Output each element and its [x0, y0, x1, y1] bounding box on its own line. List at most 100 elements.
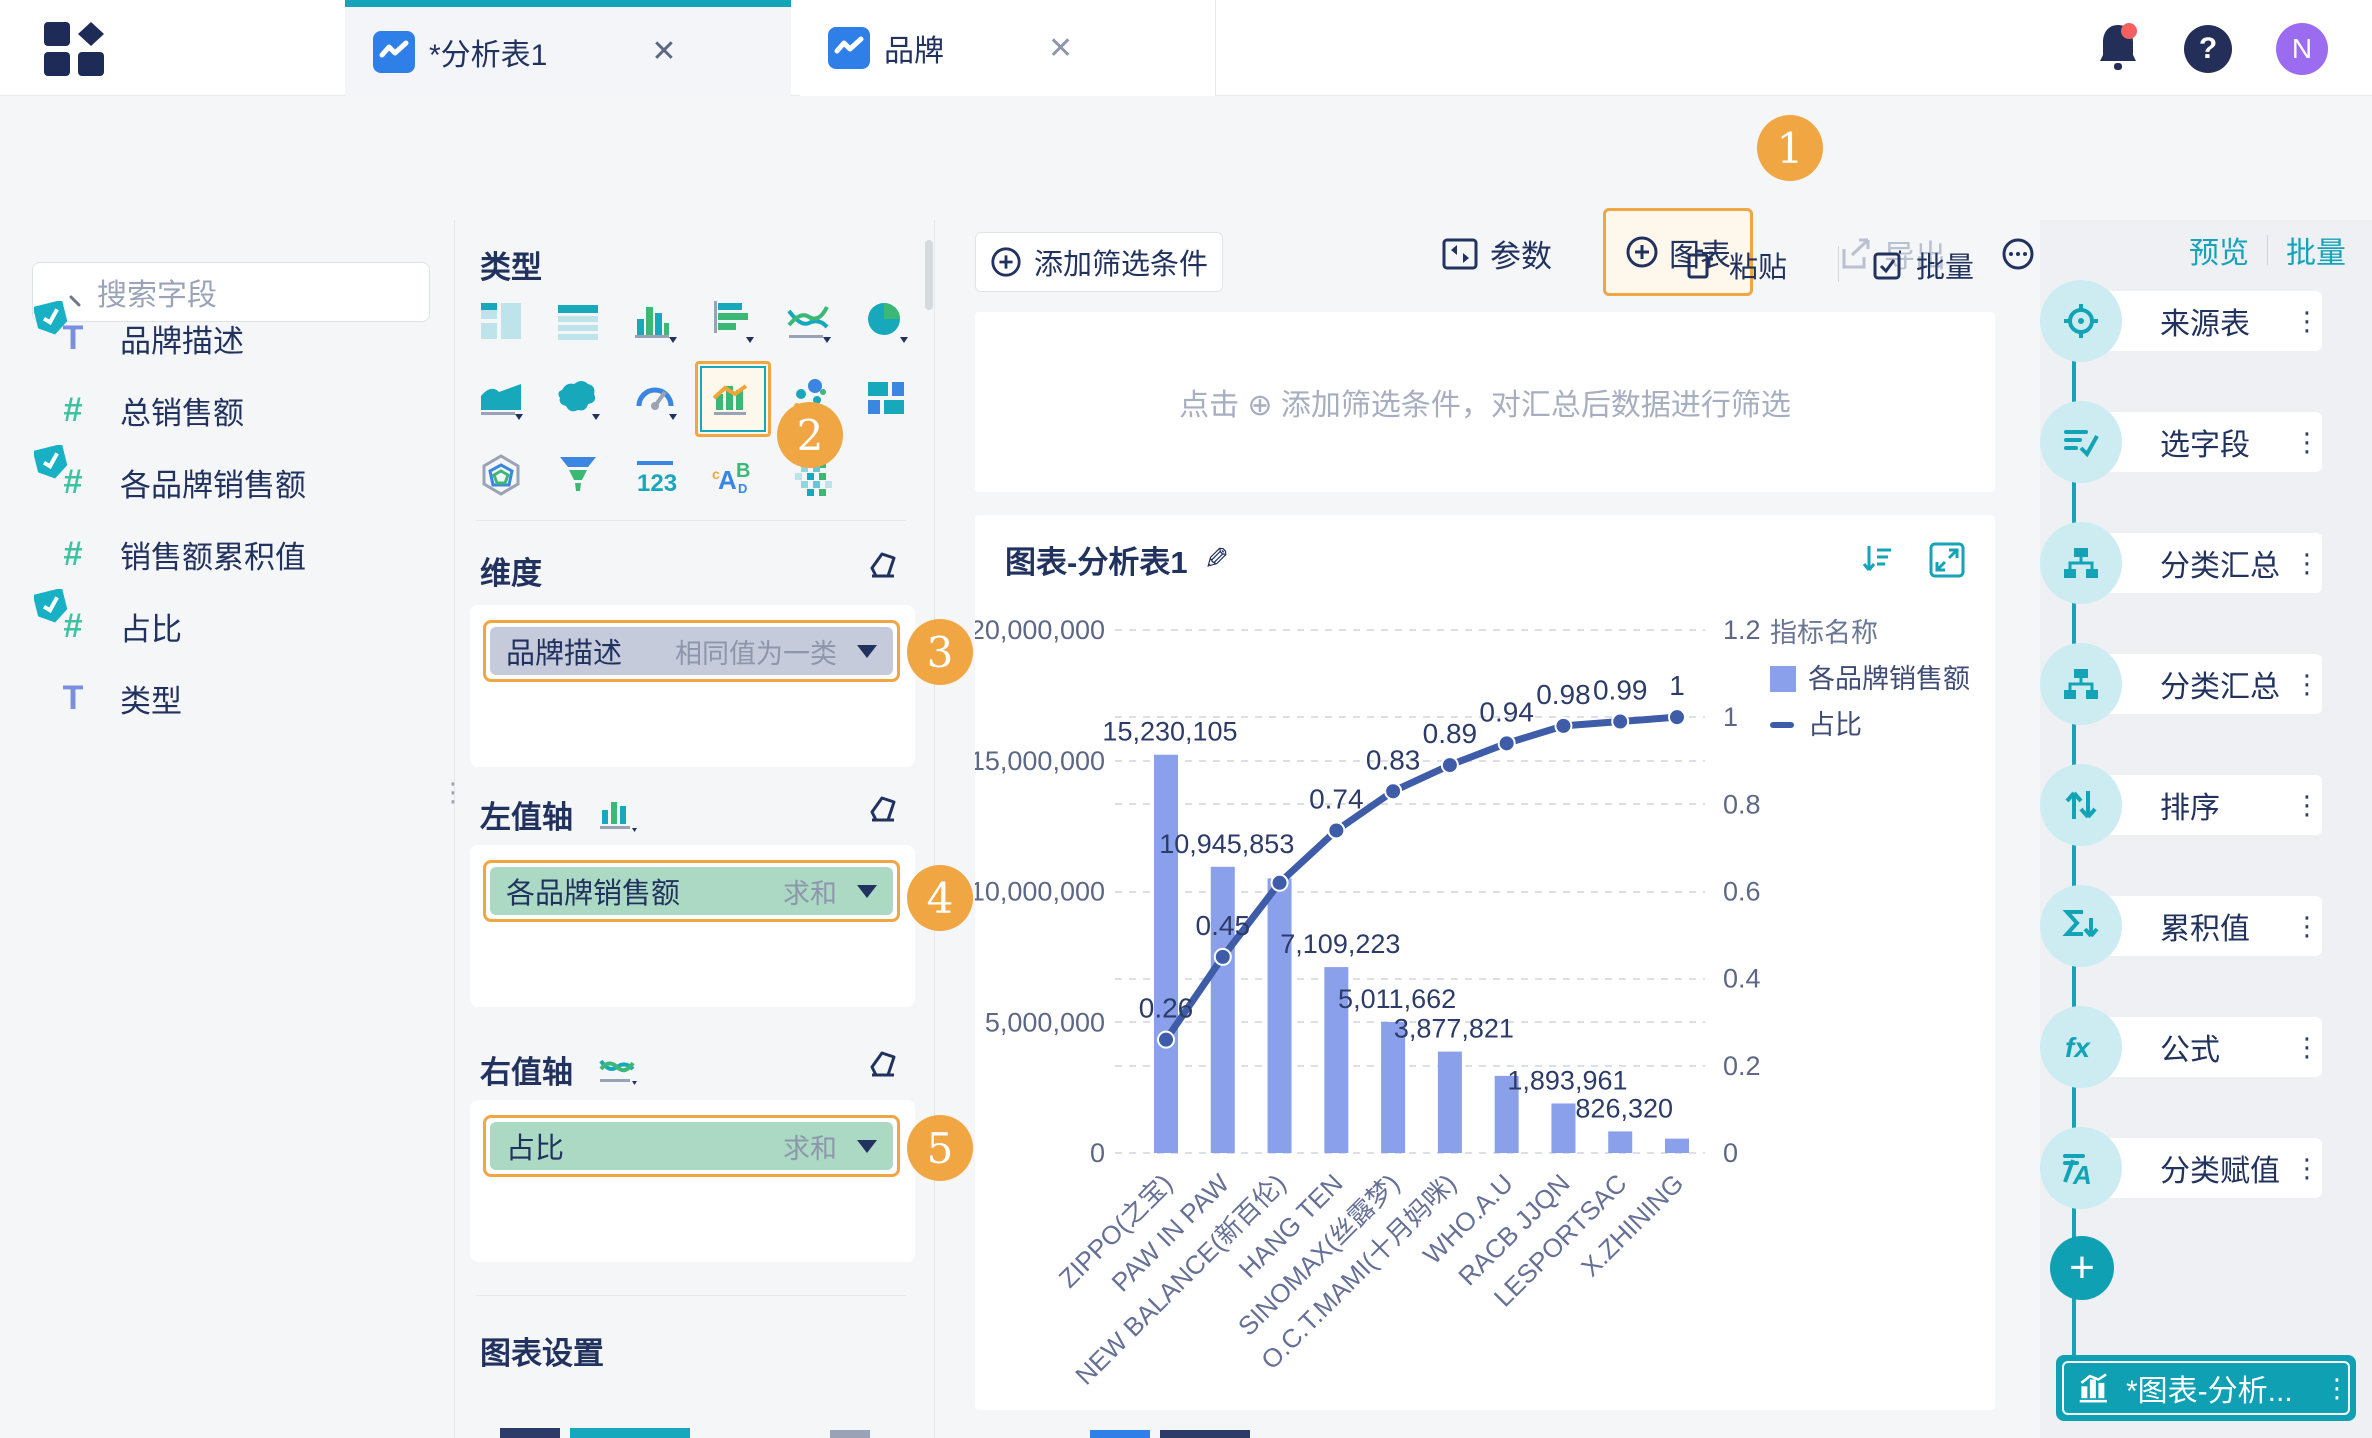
step-menu-icon[interactable]: ⋮ [2294, 1152, 2320, 1183]
chart-type-area-icon[interactable] [472, 370, 532, 428]
field-item-类型[interactable]: T 类型 [50, 668, 182, 728]
dimension-pill[interactable]: 品牌描述 相同值为一类 [483, 620, 900, 682]
pipeline-step-分类汇总[interactable]: 分类汇总 ⋮ [2096, 533, 2322, 593]
pipeline-step-分类汇总[interactable]: 分类汇总 ⋮ [2096, 654, 2322, 714]
step-menu-icon[interactable]: ⋮ [2294, 1031, 2320, 1062]
step-menu-icon[interactable]: ⋮ [2294, 547, 2320, 578]
app-logo-icon[interactable] [44, 22, 110, 76]
pill-caret-icon[interactable] [857, 884, 877, 898]
chart-card: 图表-分析表1 ✎ 20,000,000 15,000,000 10,000,000… [975, 515, 1995, 1410]
left-axis-clear-icon[interactable] [868, 794, 898, 829]
preview-tab[interactable]: 预览 [2189, 237, 2249, 270]
pipeline-step-排序[interactable]: 排序 ⋮ [2096, 775, 2322, 835]
chart-type-table-icon[interactable] [549, 293, 609, 351]
selected-step-chart[interactable]: *图表-分析... ⋮ [2056, 1355, 2356, 1421]
chart-type-bar-chart-icon[interactable] [626, 293, 686, 351]
chart-type-table-layout-icon[interactable] [472, 293, 532, 351]
svg-text:10,945,853: 10,945,853 [1159, 829, 1294, 859]
left-axis-pill[interactable]: 各品牌销售额 求和 [483, 860, 900, 922]
field-item-销售额累积值[interactable]: # 销售额累积值 [50, 524, 306, 584]
left-axis-type-icon[interactable] [598, 792, 638, 837]
combo-chart-icon [2079, 1373, 2107, 1403]
svg-text:A: A [2072, 1160, 2092, 1188]
tab-analysis-sheet[interactable]: *分析表1 ✕ [345, 0, 791, 96]
svg-text:0.83: 0.83 [1366, 744, 1421, 775]
add-chart-button[interactable]: 图表 [1603, 208, 1753, 296]
panel-drag-handle[interactable]: ⋮ [440, 779, 466, 842]
svg-text:0.6: 0.6 [1723, 877, 1761, 907]
svg-text:0.8: 0.8 [1723, 789, 1761, 819]
field-item-各品牌销售额[interactable]: # 各品牌销售额 [34, 445, 306, 512]
edit-title-icon[interactable]: ✎ [1203, 543, 1229, 576]
search-placeholder: 搜索字段 [97, 279, 217, 312]
chart-type-funnel-icon[interactable] [549, 447, 609, 505]
pipeline-step-累积值[interactable]: 累积值 ⋮ [2096, 896, 2322, 956]
help-icon[interactable]: ? [2184, 25, 2232, 73]
svg-text:3,877,821: 3,877,821 [1394, 1014, 1514, 1044]
paste-button[interactable]: 粘贴 [1685, 244, 1787, 286]
right-axis-type-icon[interactable] [598, 1047, 638, 1092]
notification-bell-icon[interactable] [2096, 23, 2140, 75]
pipeline-step-分类赋值[interactable]: 分类赋值 ⋮ [2096, 1138, 2322, 1198]
chart-type-bar-horizontal-icon[interactable] [703, 293, 763, 351]
pipeline-step-来源表[interactable]: 来源表 ⋮ [2096, 291, 2322, 351]
step-menu-icon[interactable]: ⋮ [2294, 910, 2320, 941]
svg-text:0: 0 [1090, 1138, 1105, 1168]
step-menu-icon[interactable]: ⋮ [2294, 789, 2320, 820]
config-scrollbar[interactable] [925, 240, 933, 310]
tab-close-icon[interactable]: ✕ [1048, 31, 1074, 65]
right-axis-pill[interactable]: 占比 求和 [483, 1115, 900, 1177]
pill-caret-icon[interactable] [857, 644, 877, 658]
annotation-badge-2: 2 [777, 402, 843, 468]
add-step-button[interactable]: + [2050, 1236, 2114, 1300]
add-filter-button[interactable]: 添加筛选条件 [975, 232, 1223, 292]
user-avatar[interactable]: N [2276, 23, 2328, 75]
fields-panel: 搜索字段 T 品牌描述 # 总销售额 # 各品牌销售额 # 销售额累积值 # 占比 T 类型 [0, 220, 455, 1438]
params-button[interactable]: 参数 [1442, 231, 1552, 276]
pipeline-step-公式[interactable]: 公式 ⋮ [2096, 1017, 2322, 1077]
sort-descending-icon[interactable] [1859, 542, 1895, 578]
dimension-clear-icon[interactable] [868, 550, 898, 585]
chart-type-scatter-line-icon[interactable] [780, 293, 840, 351]
step-menu-icon[interactable]: ⋮ [2324, 1372, 2350, 1403]
svg-text:0.26: 0.26 [1139, 993, 1194, 1024]
expand-icon[interactable] [1929, 542, 1965, 578]
right-axis-clear-icon[interactable] [868, 1049, 898, 1084]
export-button[interactable]: 导出 [1838, 231, 1946, 276]
toolbar: 参数 图表 导出 更多 保存 [0, 96, 2372, 296]
field-search-input[interactable]: 搜索字段 [32, 262, 430, 322]
chart-type-gauge-icon[interactable] [626, 370, 686, 428]
tab-brand[interactable]: 品牌 ✕ [800, 0, 1216, 96]
field-item-占比[interactable]: # 占比 [34, 589, 182, 656]
svg-text:B: B [736, 460, 750, 482]
tab-close-icon[interactable]: ✕ [651, 35, 677, 68]
pareto-chart-canvas[interactable]: 20,000,000 15,000,000 10,000,000 5,000,000 0… [975, 590, 1995, 1410]
field-item-总销售额[interactable]: # 总销售额 [50, 380, 244, 440]
svg-text:5,000,000: 5,000,000 [985, 1007, 1105, 1037]
svg-text:A: A [718, 465, 737, 495]
chart-type-radar-icon[interactable] [472, 447, 532, 505]
selected-step-label: *图表-分析... [2126, 1375, 2293, 1408]
step-menu-icon[interactable]: ⋮ [2294, 668, 2320, 699]
field-label: 销售额累积值 [120, 539, 306, 575]
svg-text:1: 1 [1669, 670, 1685, 701]
filter-empty-area[interactable]: 点击 ⊕ 添加筛选条件，对汇总后数据进行筛选 [975, 312, 1995, 492]
batch-tab[interactable]: 批量 [2286, 237, 2346, 270]
pipeline-step-选字段[interactable]: 选字段 ⋮ [2096, 412, 2322, 472]
number-field-icon: # [34, 589, 96, 649]
pill-caret-icon[interactable] [857, 1139, 877, 1153]
chart-type-map-icon[interactable] [549, 370, 609, 428]
step-menu-icon[interactable]: ⋮ [2294, 305, 2320, 336]
step-assign-icon: A [2040, 1127, 2122, 1209]
chart-type-numbers-icon[interactable]: 123 [626, 447, 686, 505]
field-item-品牌描述[interactable]: T 品牌描述 [34, 301, 244, 368]
batch-button[interactable]: 批量 [1872, 244, 1974, 286]
chart-type-pie-icon[interactable] [857, 293, 917, 351]
chart-type-combo-icon[interactable] [695, 361, 771, 437]
chart-type-tiles-icon[interactable] [857, 370, 917, 428]
field-checked-icon [34, 301, 68, 335]
step-menu-icon[interactable]: ⋮ [2294, 426, 2320, 457]
field-checked-icon [34, 445, 68, 479]
